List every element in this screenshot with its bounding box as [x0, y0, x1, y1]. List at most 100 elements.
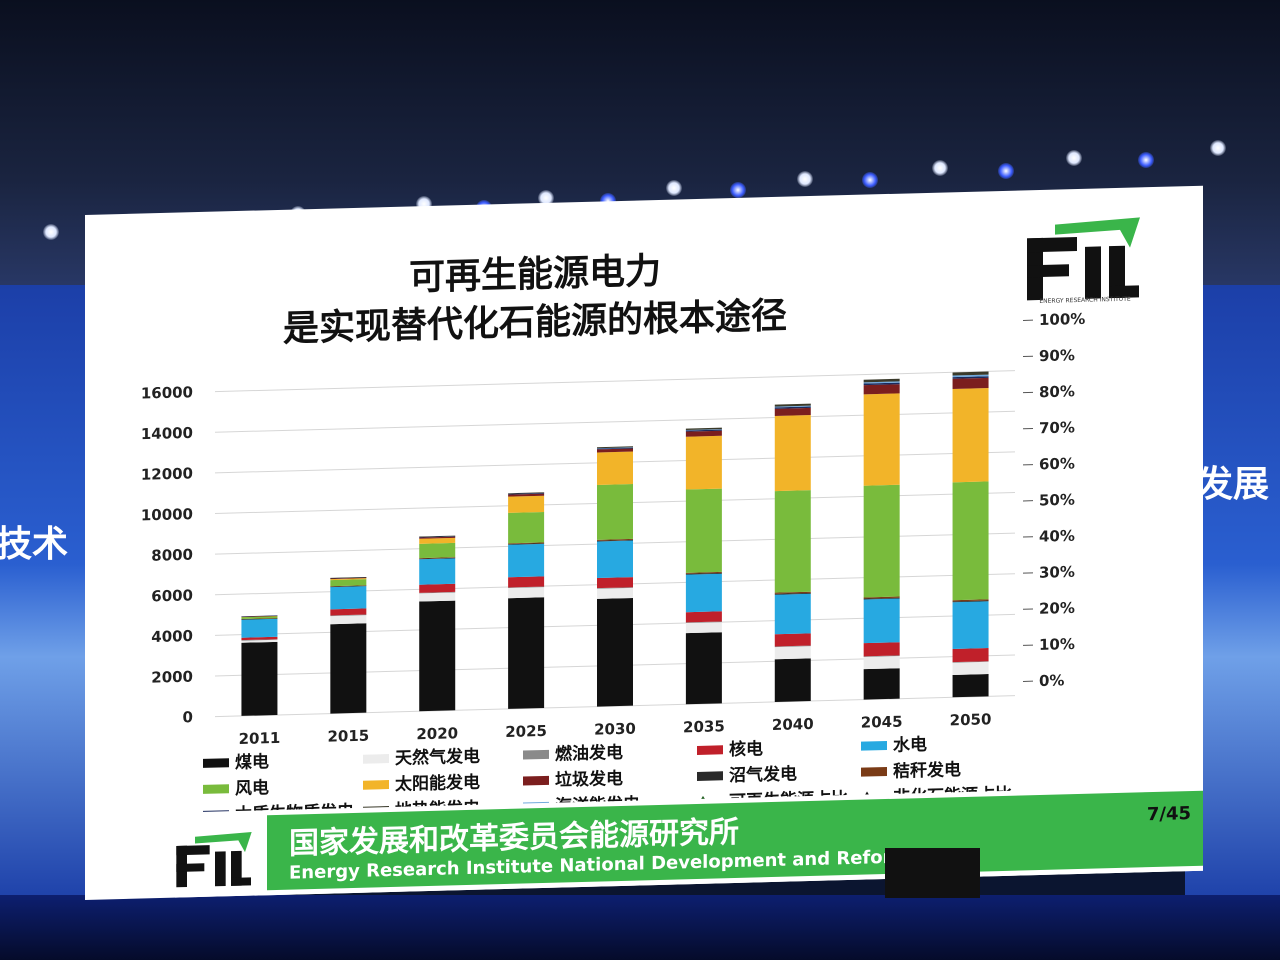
bar-segment [419, 591, 456, 594]
y2-tick-label: 60% [1039, 454, 1075, 473]
y2-tick-label: 100% [1039, 310, 1085, 329]
bar-segment [508, 586, 545, 589]
bar-segment [952, 376, 989, 379]
bar-segment [330, 614, 367, 617]
bar-segment [952, 673, 989, 698]
bar-segment [597, 539, 633, 542]
y-tick-label: 6000 [151, 586, 193, 605]
bar-segment [863, 381, 900, 384]
bar-segment [863, 642, 900, 657]
bar-segment [597, 538, 633, 541]
bar-segment [330, 615, 367, 625]
bar-segment [685, 429, 722, 432]
bar-segment [685, 429, 722, 431]
bar-segment [419, 592, 456, 602]
bar-segment [685, 488, 722, 573]
x-tick-label: 2050 [950, 710, 992, 729]
bar-segment [952, 601, 989, 649]
bar-segment [508, 543, 545, 578]
x-axis: 2011 2015 2020 2025 2030 2035 2040 2045 2050 [239, 710, 992, 748]
y2-tick-label: 30% [1039, 563, 1075, 582]
y2-tick-label: 20% [1039, 599, 1075, 618]
spotlight [862, 172, 878, 188]
y2-tick-label: 70% [1039, 418, 1075, 437]
bar-segment [508, 543, 545, 545]
bar-segment [419, 558, 456, 585]
bar-segment [330, 577, 367, 580]
x-tick-label: 2011 [239, 729, 281, 748]
x-tick-label: 2035 [683, 717, 725, 736]
x-tick-label: 2015 [327, 727, 369, 746]
bar-segment [597, 446, 633, 449]
bar-segment [685, 430, 722, 437]
bar-segment [774, 591, 811, 594]
bar-segment [774, 592, 811, 595]
bar-segment [330, 578, 367, 581]
bar-segment [685, 622, 722, 634]
stacked-bar-chart: 0 2000 4000 6000 8000 10000 12000 14000 16000 0%… [141, 310, 1085, 816]
bar-segment [597, 587, 633, 589]
legend-swatch [523, 749, 549, 760]
bar-segment [508, 597, 545, 709]
y-tick-label: 2000 [151, 668, 193, 687]
bar-segment [241, 615, 278, 617]
bar-segment [419, 537, 456, 544]
bar-segment [952, 371, 989, 376]
legend-swatch [523, 775, 549, 786]
bar-segment [685, 611, 722, 623]
bar-segment [330, 579, 367, 587]
spotlight [932, 160, 948, 176]
stage-left-text: 技术 [0, 524, 69, 565]
bar-segment [952, 661, 989, 663]
legend-swatch [697, 745, 723, 755]
gridline [215, 370, 1015, 393]
bar-segment [863, 484, 900, 598]
bar-segment [508, 493, 545, 497]
bar-segment [952, 599, 989, 602]
legend-swatch [861, 740, 887, 751]
x-tick-label: 2030 [594, 720, 636, 739]
bar-segment [597, 447, 633, 449]
bar-segment [952, 377, 989, 389]
bar-segment [330, 585, 367, 588]
y-axis-left: 0 2000 4000 6000 8000 10000 12000 14000 16000 [141, 383, 193, 726]
legend-label: 煤电 [235, 751, 269, 773]
bar-segment [419, 542, 456, 559]
legend-label: 沼气发电 [729, 763, 797, 786]
bar-segment [597, 448, 633, 453]
bar-segment [863, 382, 900, 386]
bar-segment [330, 585, 367, 587]
y-axis-right: 0% 10% 20% 30% 40% 50% 60% 70% 80% 90% 100% [1023, 310, 1085, 690]
y2-tick-label: 50% [1039, 491, 1075, 510]
bar-segment [508, 492, 545, 495]
bar-segment [863, 656, 900, 670]
x-tick-label: 2040 [772, 715, 814, 734]
bar-segment [685, 435, 722, 490]
bar-segment [863, 393, 900, 486]
bar-segment [774, 406, 811, 409]
bar-segment [774, 407, 811, 416]
bar-segment [508, 495, 545, 513]
bar-segment [685, 621, 722, 624]
footer-logo [176, 831, 252, 888]
x-tick-label: 2045 [861, 713, 903, 732]
spotlight [1138, 152, 1154, 168]
legend-line [847, 795, 887, 800]
legend-swatch [363, 754, 389, 764]
bar-segment [330, 576, 367, 579]
y-tick-label: 4000 [151, 627, 193, 646]
spotlight [666, 180, 682, 196]
bar-segment [952, 600, 989, 603]
bar-segment [863, 655, 900, 657]
bar-segment [774, 414, 811, 492]
spotlight [998, 163, 1014, 179]
legend-label: 核电 [729, 738, 763, 760]
bar-segment [419, 600, 456, 712]
legend-swatch [203, 758, 229, 768]
institute-logo [1027, 217, 1140, 301]
bar-segment [597, 451, 633, 485]
chart-bars [241, 371, 989, 716]
stage-left-screen: 技术 [0, 285, 100, 905]
bar-segment [330, 608, 367, 616]
bar-segment [863, 596, 900, 599]
